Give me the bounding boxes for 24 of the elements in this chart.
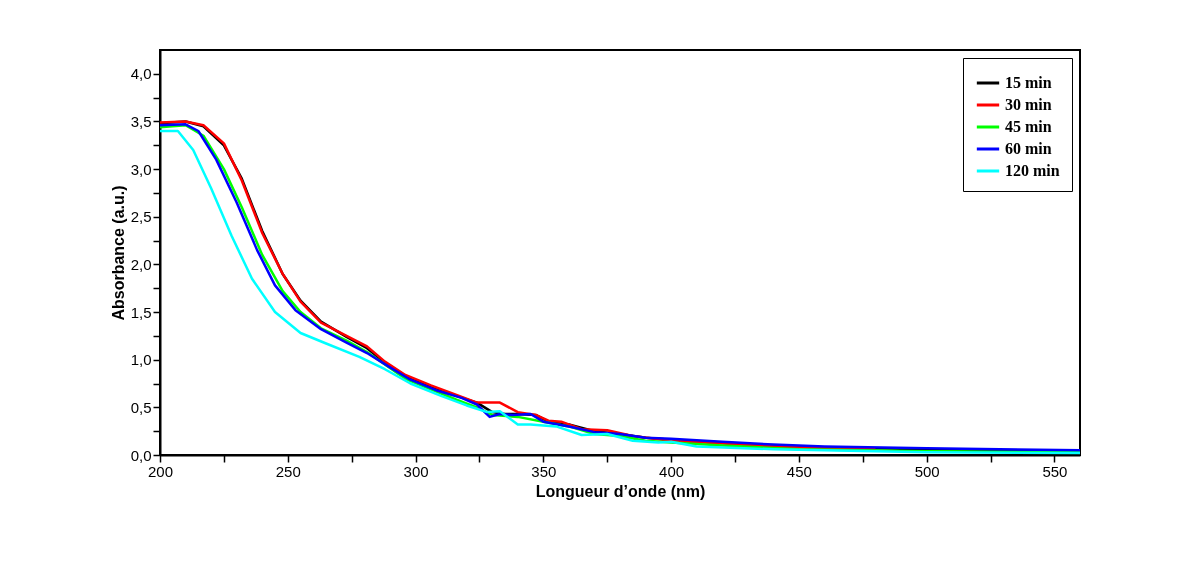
- y-tick-label: 1,5: [130, 303, 152, 321]
- y-tick-label: 0,5: [130, 398, 152, 416]
- legend-label: 15 min: [1005, 74, 1052, 91]
- x-tick-label: 400: [659, 462, 685, 480]
- y-tick-label: 2,0: [130, 255, 152, 273]
- y-tick-label: 2,5: [130, 208, 152, 226]
- y-tick-label: 1,0: [130, 351, 152, 369]
- y-tick-label: 3,5: [130, 112, 152, 130]
- legend-label: 45 min: [1005, 118, 1052, 135]
- legend-label: 60 min: [1005, 140, 1052, 157]
- x-tick-label: 250: [275, 462, 301, 480]
- x-axis-title: Longueur d’onde (nm): [535, 482, 706, 500]
- x-tick-label: 550: [1042, 462, 1068, 480]
- y-tick-label: 3,0: [130, 160, 152, 178]
- y-tick-label: 4,0: [130, 65, 152, 83]
- y-axis-title: Absorbance (a.u.): [109, 185, 127, 321]
- x-tick-label: 500: [914, 462, 940, 480]
- x-tick-label: 200: [147, 462, 174, 480]
- x-tick-label: 450: [786, 462, 812, 480]
- legend-label: 120 min: [1005, 162, 1060, 179]
- x-tick-label: 350: [531, 462, 557, 480]
- legend-label: 30 min: [1005, 96, 1052, 113]
- x-tick-label: 300: [403, 462, 429, 480]
- y-tick-label: 0,0: [130, 446, 152, 464]
